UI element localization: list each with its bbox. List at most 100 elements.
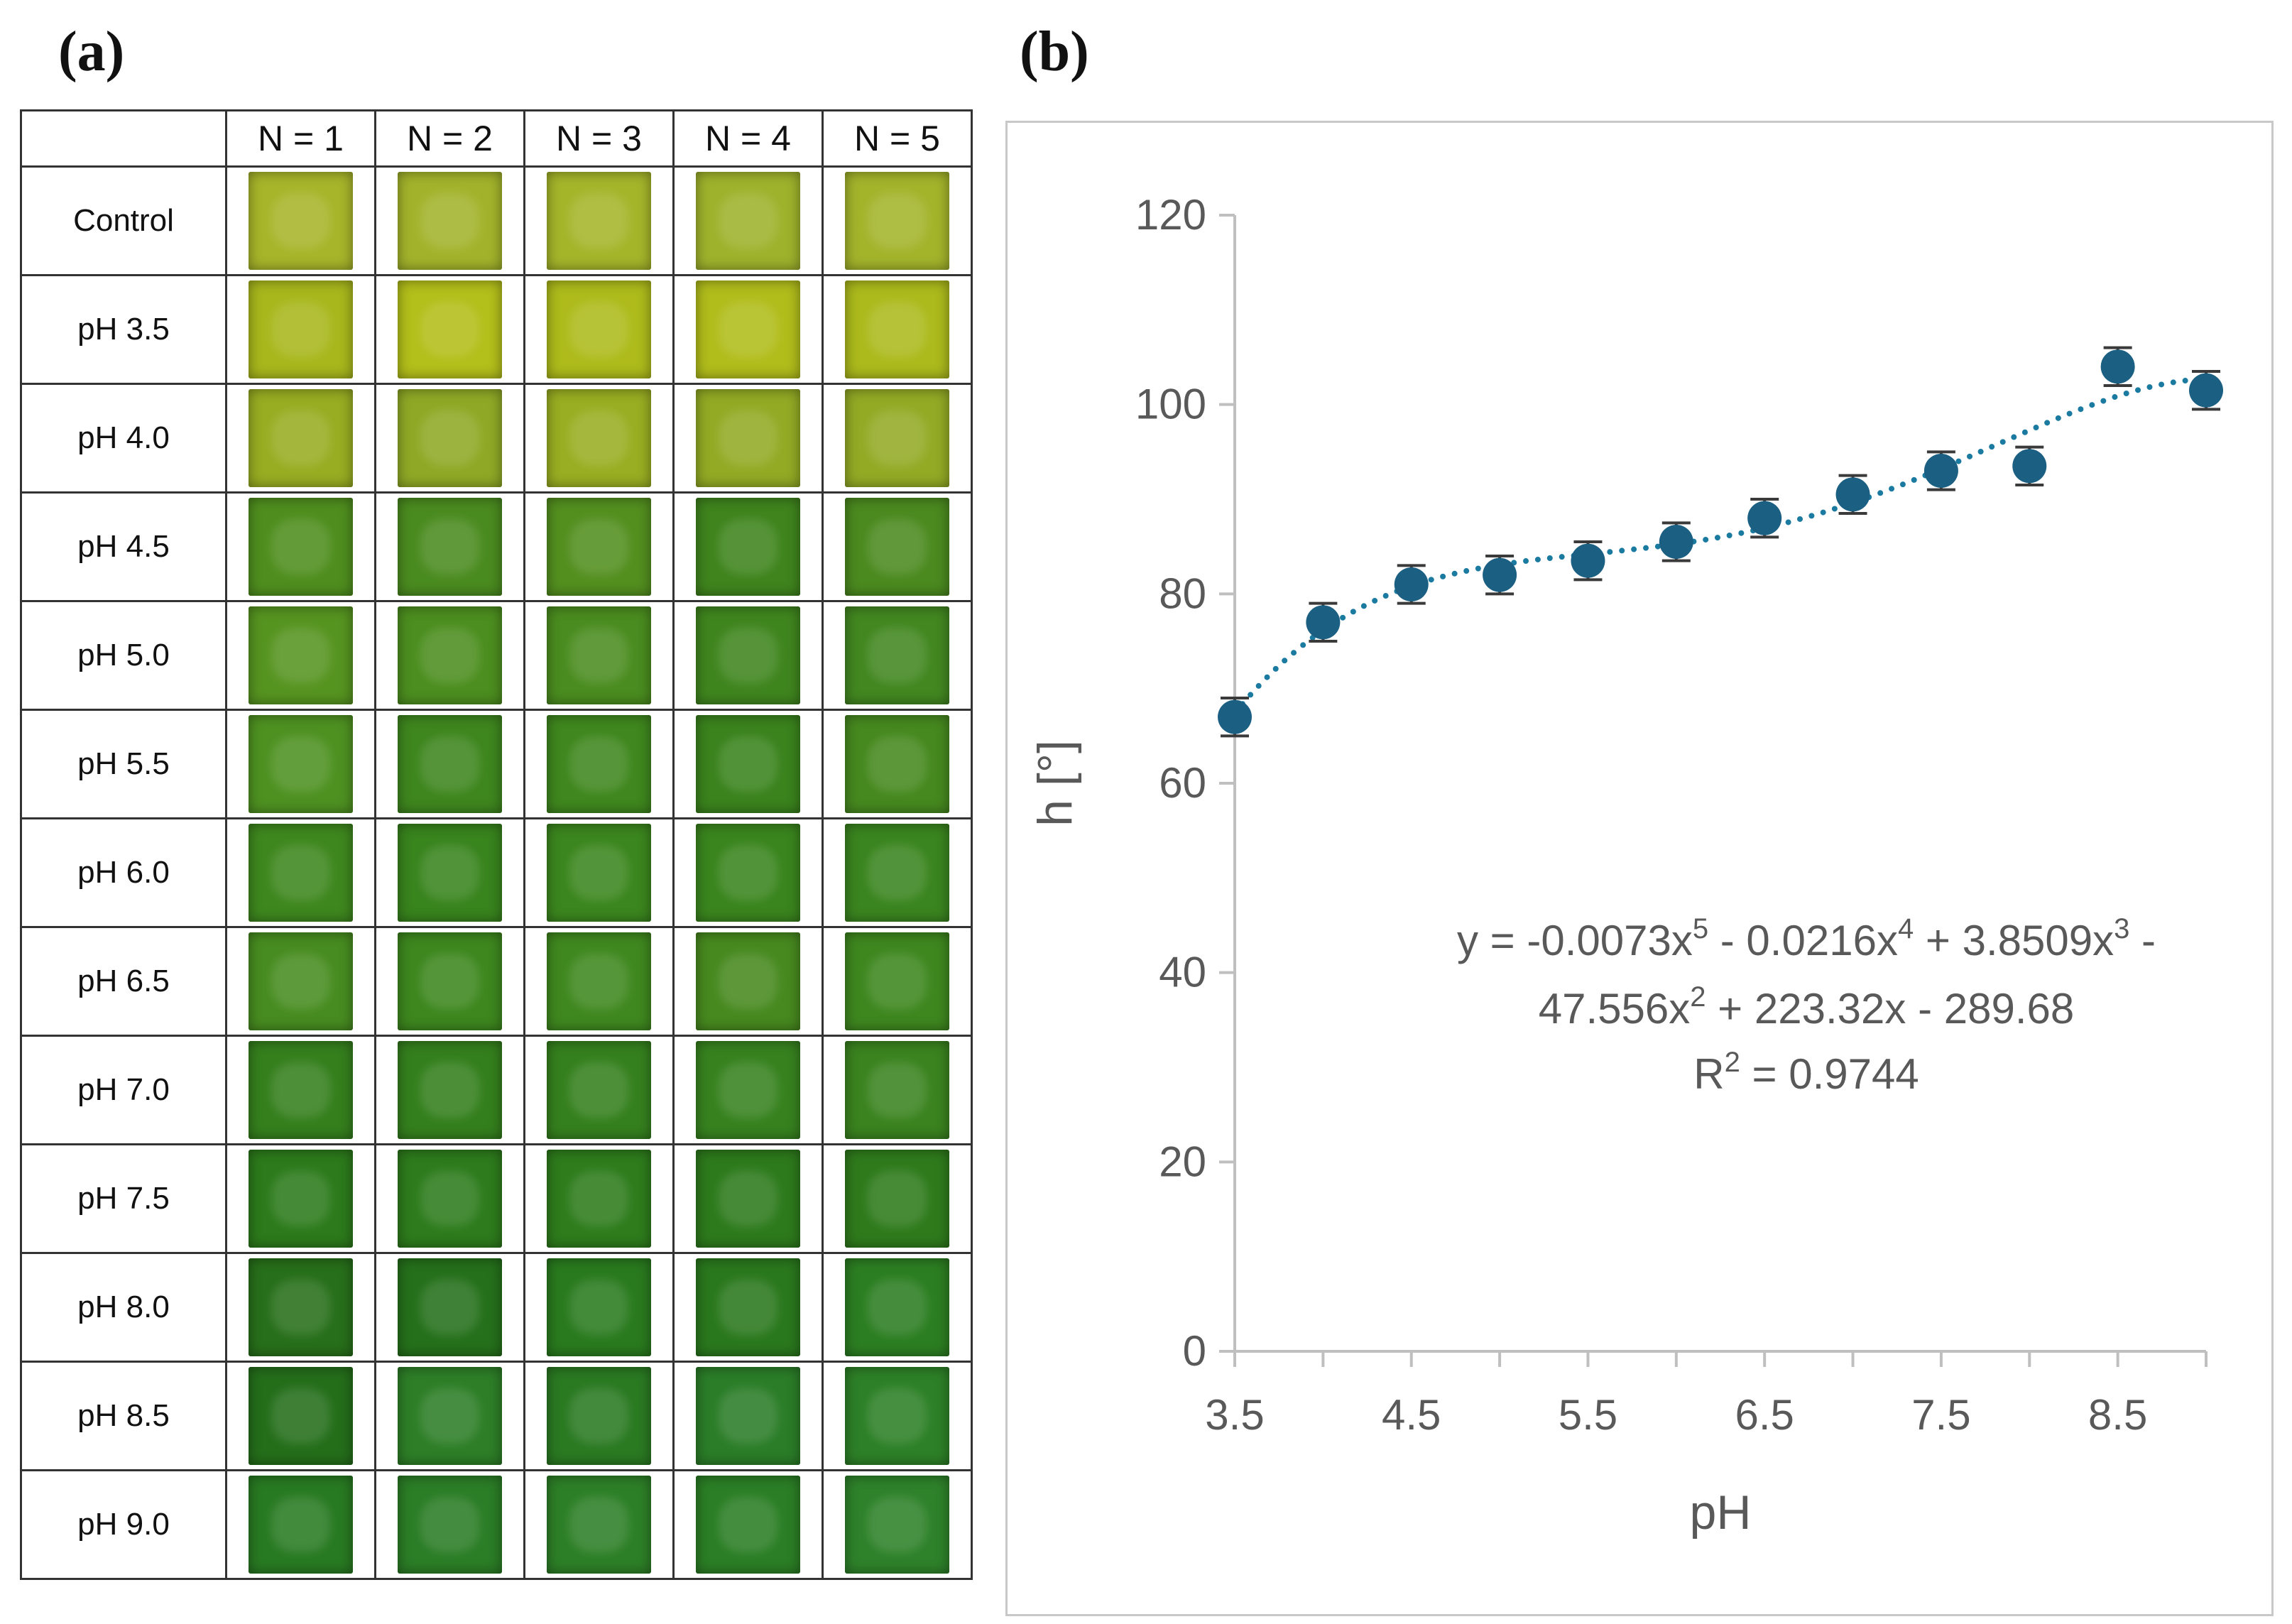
sample-cell (672, 1035, 824, 1145)
y-axis-title: h [°] (1028, 740, 1082, 827)
sample-cell (225, 1143, 376, 1254)
sample-cell (672, 383, 824, 494)
sample-swatch (249, 1476, 353, 1574)
data-point (1835, 474, 1870, 515)
sample-cell (672, 817, 824, 928)
point-marker (1571, 543, 1605, 578)
row-label: pH 7.0 (20, 1035, 227, 1145)
sample-swatch (845, 1150, 949, 1248)
column-header: N = 4 (672, 109, 824, 168)
column-header: N = 3 (523, 109, 675, 168)
sample-swatch (845, 715, 949, 813)
eq-part: - 0.0216x (1708, 917, 1898, 964)
trendline (1232, 376, 2209, 716)
sample-swatch (398, 1041, 502, 1139)
eq-exponent: 5 (1693, 913, 1708, 944)
sample-swatch (398, 1150, 502, 1248)
sample-cell (374, 1035, 525, 1145)
sample-swatch (845, 389, 949, 487)
column-header: N = 1 (225, 109, 376, 168)
point-marker (1306, 605, 1341, 640)
eq-part: y = -0.0073x (1457, 917, 1693, 964)
sample-cell (523, 274, 675, 385)
eq-part: - (2129, 917, 2156, 964)
sample-swatch (398, 606, 502, 704)
sample-swatch (547, 172, 651, 270)
row-label: pH 6.5 (20, 926, 227, 1037)
sample-swatch (398, 1258, 502, 1356)
sample-cell (822, 491, 973, 602)
polynomial-trendline (1232, 376, 2209, 716)
data-point (2100, 346, 2135, 387)
sample-cell (225, 709, 376, 819)
row-label: pH 4.5 (20, 491, 227, 602)
x-tick-label: 7.5 (1911, 1391, 1970, 1439)
sample-cell (225, 1469, 376, 1580)
sample-cell (523, 1361, 675, 1471)
data-point (2012, 445, 2047, 486)
data-point (1659, 521, 1693, 562)
eq-part: R (1693, 1050, 1724, 1098)
point-marker (2189, 373, 2223, 408)
sample-cell (672, 1469, 824, 1580)
y-tick-label: 100 (1135, 381, 1206, 428)
sample-swatch (547, 1476, 651, 1574)
sample-cell (225, 383, 376, 494)
sample-cell (374, 1469, 525, 1580)
sample-swatch (547, 280, 651, 378)
eq-exponent: 2 (1690, 981, 1706, 1013)
sample-swatch (845, 1041, 949, 1139)
eq-exponent: 2 (1725, 1047, 1740, 1078)
sample-cell (374, 709, 525, 819)
sample-cell (672, 1143, 824, 1254)
table-row: pH 9.0 (20, 1469, 973, 1580)
table-row: pH 5.5 (20, 709, 973, 819)
sample-swatch (845, 498, 949, 596)
sample-swatch (547, 1150, 651, 1248)
sample-cell (523, 926, 675, 1037)
sample-swatch (696, 498, 800, 596)
point-marker (1835, 477, 1870, 512)
sample-swatch (249, 1150, 353, 1248)
sample-cell (822, 600, 973, 711)
sample-cell (225, 491, 376, 602)
eq-part: 47.556x (1539, 985, 1691, 1032)
data-point (1394, 564, 1429, 605)
row-label: pH 6.0 (20, 817, 227, 928)
sample-swatch (845, 606, 949, 704)
row-label: pH 8.5 (20, 1361, 227, 1471)
point-marker (1659, 525, 1693, 559)
point-marker (1483, 557, 1517, 592)
sample-cell (225, 817, 376, 928)
sample-swatch (249, 1041, 353, 1139)
sample-swatch (696, 1150, 800, 1248)
trendline-equation-line-1: y = -0.0073x5 - 0.0216x4 + 3.8509x3 - (1457, 913, 2156, 964)
trendline-r-squared: R2 = 0.9744 (1693, 1047, 1919, 1098)
sample-cell (523, 600, 675, 711)
sample-cell (225, 1035, 376, 1145)
sample-cell (672, 491, 824, 602)
point-marker (2100, 349, 2135, 384)
corner-cell (20, 109, 227, 168)
header-row: N = 1 N = 2 N = 3 N = 4 N = 5 (20, 109, 973, 168)
sample-swatch (249, 932, 353, 1030)
point-marker (1747, 501, 1782, 535)
sample-swatch (398, 715, 502, 813)
sample-swatch (398, 280, 502, 378)
row-label: pH 3.5 (20, 274, 227, 385)
table-row: pH 5.0 (20, 600, 973, 711)
sample-swatch (845, 1367, 949, 1465)
data-points (1218, 346, 2223, 738)
sample-swatch (249, 824, 353, 922)
eq-part: + 223.32x - 289.68 (1706, 985, 2075, 1032)
sample-swatch (696, 389, 800, 487)
sample-swatch (845, 932, 949, 1030)
sample-swatch (249, 498, 353, 596)
column-header: N = 2 (374, 109, 525, 168)
sample-cell (225, 1361, 376, 1471)
sample-swatch (845, 824, 949, 922)
y-tick-label: 80 (1159, 570, 1206, 617)
sample-cell (822, 165, 973, 276)
sample-cell (672, 709, 824, 819)
sample-cell (822, 274, 973, 385)
